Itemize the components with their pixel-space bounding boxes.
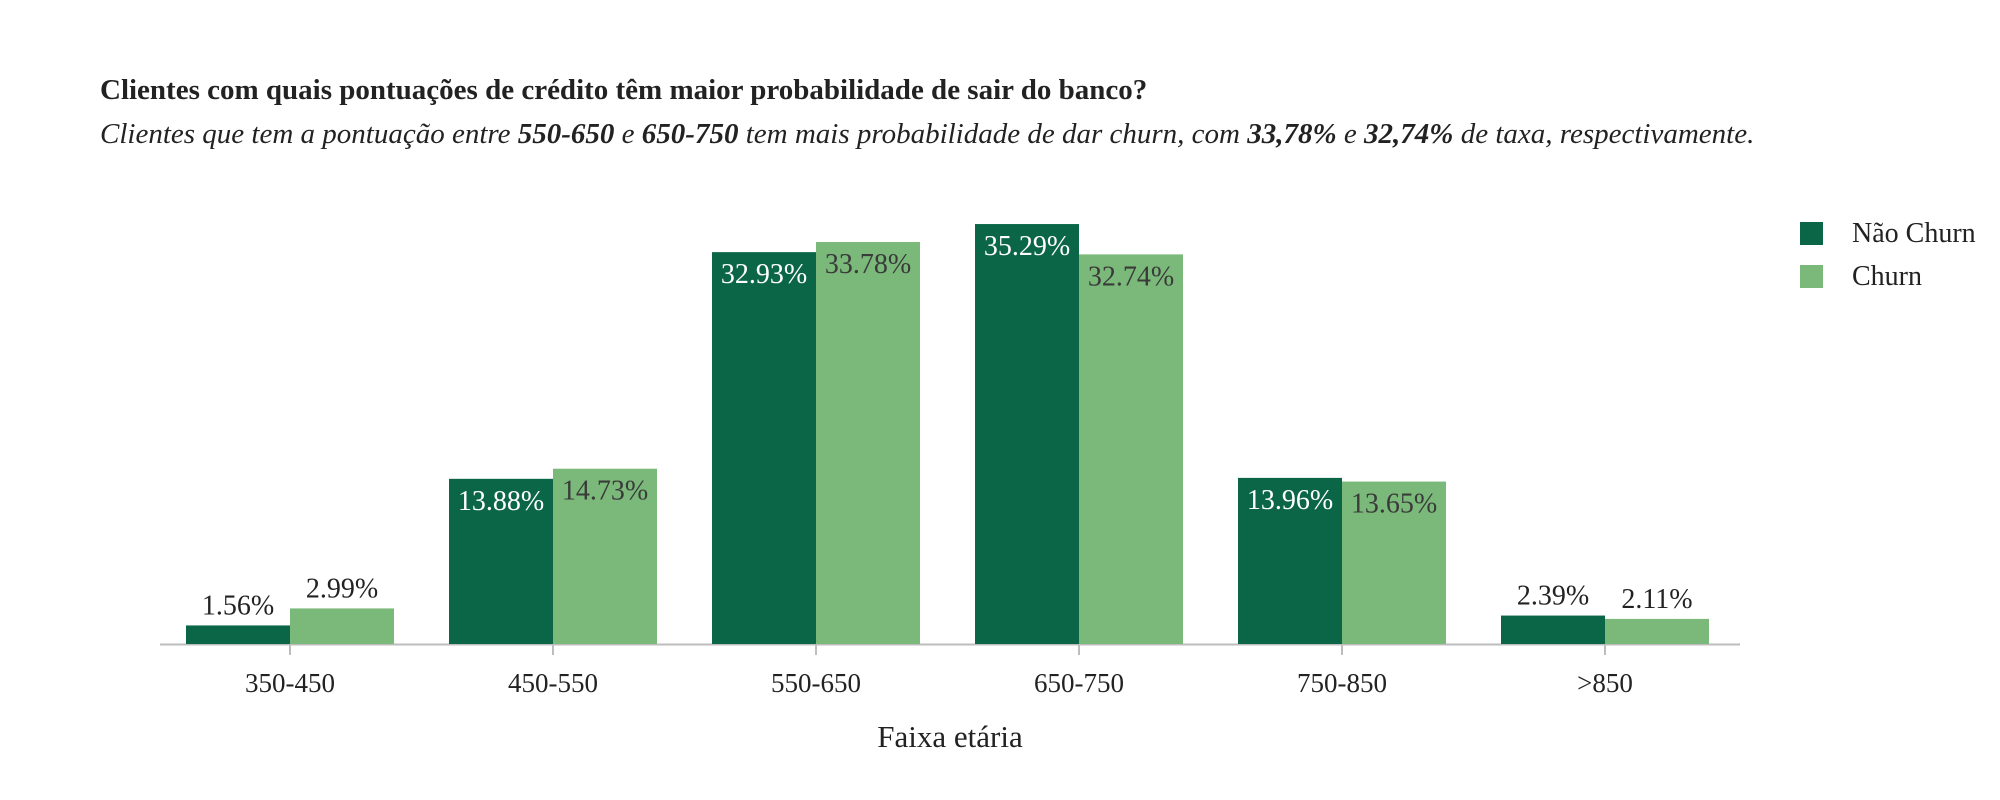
subtitle-highlight-range-1: 550-650 — [517, 118, 615, 150]
legend-swatch-nao-churn — [1800, 222, 1823, 245]
bar-nao-churn-5 — [1501, 615, 1605, 644]
data-label-nao-churn-1: 13.88% — [458, 486, 544, 517]
x-tick-label-2: 550-650 — [771, 668, 861, 698]
subtitle-highlight-rate-2: 32,74% — [1364, 118, 1454, 150]
bar-nao-churn-2 — [712, 252, 816, 644]
chart-title: Clientes com quais pontuações de crédito… — [100, 74, 1148, 106]
data-label-churn-0: 2.99% — [306, 573, 378, 604]
subtitle-text-4: e — [1336, 118, 1365, 150]
data-label-nao-churn-3: 35.29% — [984, 231, 1070, 262]
data-label-churn-5: 2.11% — [1621, 584, 1692, 615]
subtitle-text-3: tem mais probabilidade de dar churn, com — [738, 118, 1248, 150]
subtitle-text-5: de taxa, respectivamente. — [1453, 118, 1755, 150]
bar-churn-0 — [290, 608, 394, 644]
bar-churn-4 — [1342, 481, 1446, 644]
data-label-churn-2: 33.78% — [825, 249, 911, 280]
x-tick-label-5: >850 — [1577, 668, 1633, 698]
chart-title-block: Clientes com quais pontuações de crédito… — [100, 68, 1980, 156]
bar-churn-2 — [816, 242, 920, 644]
bar-nao-churn-0 — [186, 625, 290, 644]
subtitle-highlight-range-2: 650-750 — [641, 118, 739, 150]
legend-label-churn: Churn — [1852, 261, 1922, 292]
data-label-nao-churn-4: 13.96% — [1247, 485, 1333, 516]
x-tick-label-3: 650-750 — [1034, 668, 1124, 698]
data-label-churn-3: 32.74% — [1088, 261, 1174, 292]
chart-subtitle: Clientes que tem a pontuação entre 550-6… — [100, 112, 1980, 156]
legend-label-nao-churn: Não Churn — [1852, 218, 1976, 249]
x-tick-label-4: 750-850 — [1297, 668, 1387, 698]
bar-churn-5 — [1605, 618, 1709, 644]
subtitle-text-1: Clientes que tem a pontuação entre — [100, 118, 518, 150]
subtitle-text-2: e — [614, 118, 642, 150]
x-tick-label-0: 350-450 — [245, 668, 335, 698]
bar-nao-churn-3 — [975, 224, 1079, 644]
bar-nao-churn-4 — [1238, 477, 1342, 644]
legend-swatch-churn — [1800, 265, 1823, 288]
data-label-nao-churn-2: 32.93% — [721, 259, 807, 290]
bar-nao-churn-1 — [449, 478, 553, 644]
data-label-churn-1: 14.73% — [562, 476, 648, 507]
data-label-nao-churn-0: 1.56% — [202, 590, 274, 621]
subtitle-highlight-rate-1: 33,78% — [1247, 118, 1337, 150]
data-label-nao-churn-5: 2.39% — [1517, 581, 1589, 612]
bar-churn-3 — [1079, 254, 1183, 645]
x-tick-label-1: 450-550 — [508, 668, 598, 698]
bar-churn-1 — [553, 468, 657, 644]
x-axis-title: Faixa etária — [877, 719, 1023, 754]
data-label-churn-4: 13.65% — [1351, 489, 1437, 520]
